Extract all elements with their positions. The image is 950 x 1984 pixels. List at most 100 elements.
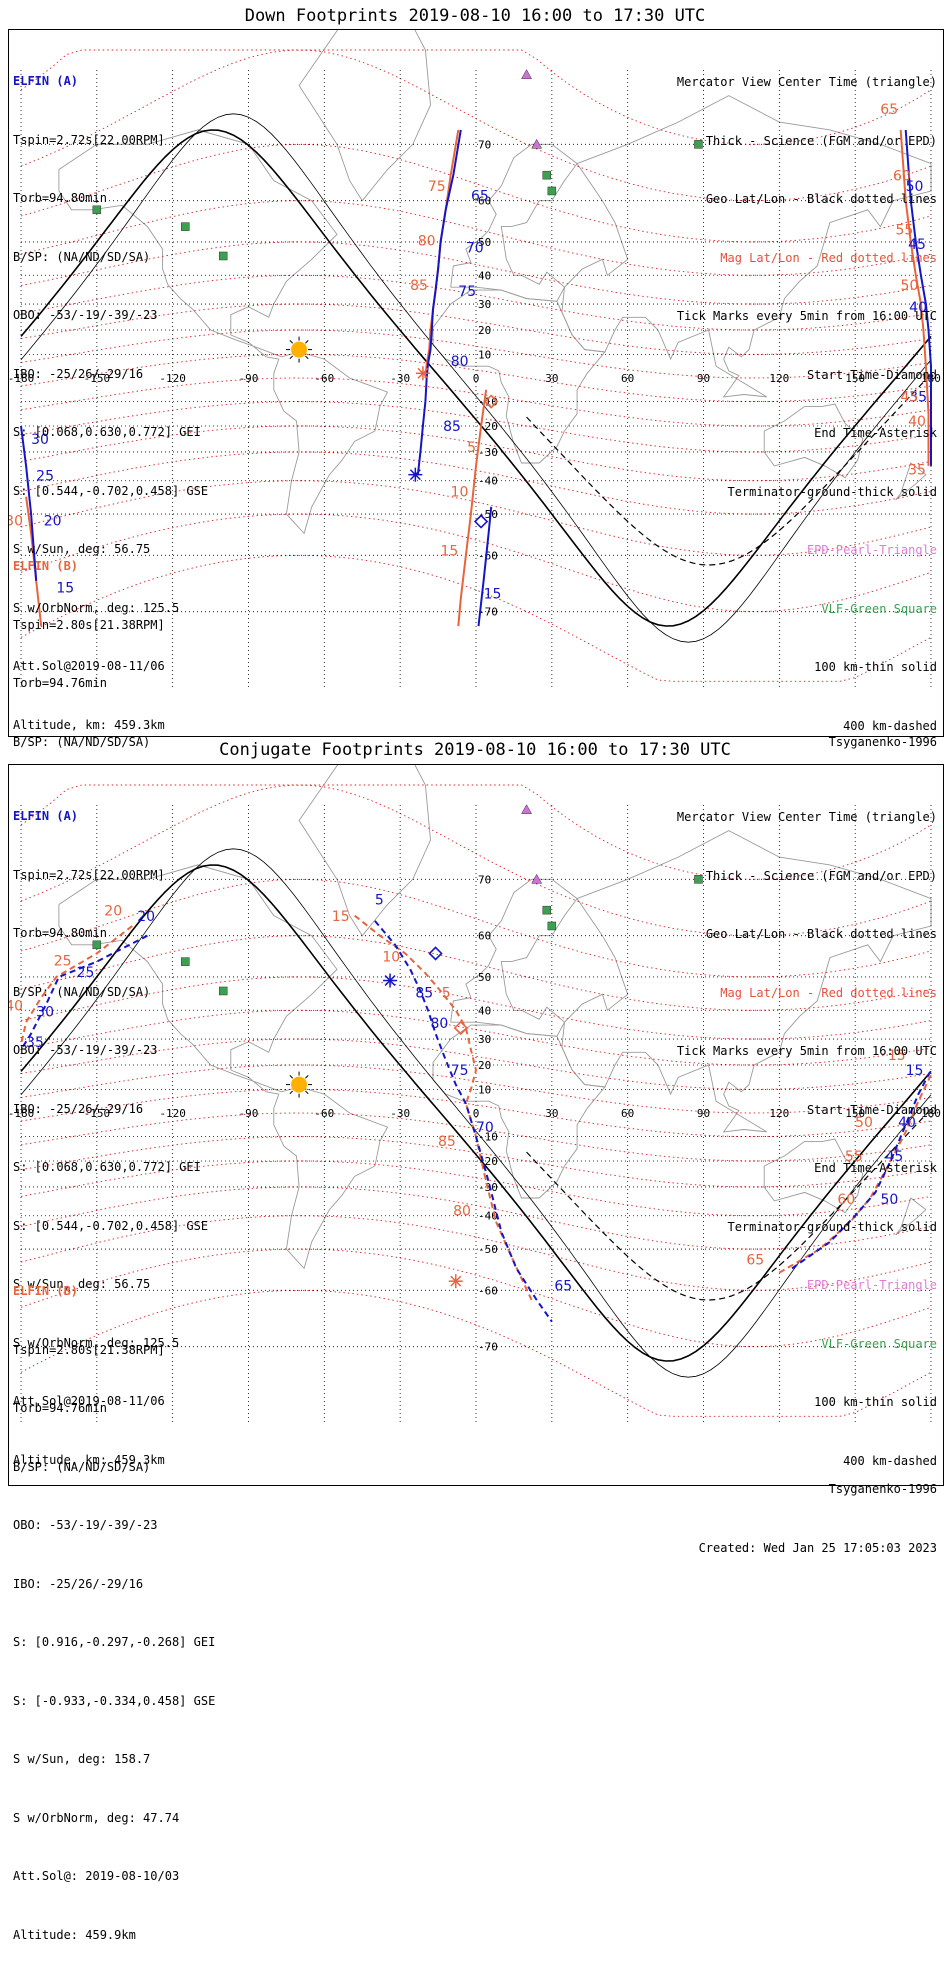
vlf-square-icon xyxy=(542,905,552,915)
vlf-square-icon xyxy=(542,170,552,180)
lat-tick-label: 10 xyxy=(478,1083,491,1096)
elfin-a-ibo: IBO: -25/26/-29/16 xyxy=(13,366,144,381)
elfin-b-tick-label: 80 xyxy=(418,234,436,250)
elfin-a-tick-label: 70 xyxy=(466,241,484,257)
elfin-b-tick-label: 10 xyxy=(382,950,400,966)
sun-ray xyxy=(289,1075,294,1079)
elfin-a-header: ELFIN (A) xyxy=(13,74,79,88)
lat-tick-label: 60 xyxy=(478,195,491,208)
footer: Tsyganenko-1996 Created: Wed Jan 25 17:0… xyxy=(699,1441,937,1597)
legend-line: Thick - Science (FGM and/or EPD) xyxy=(705,133,937,148)
elfin-a-s-orb: S w/OrbNorm, deg: 125.5 xyxy=(13,600,180,615)
vlf-square-icon xyxy=(218,251,228,261)
elfin-b-tick-label: 80 xyxy=(453,1204,471,1220)
elfin-b-track xyxy=(354,914,533,1301)
lon-tick-label: -180 xyxy=(9,372,34,385)
elfin-a-tick-label: 20 xyxy=(137,909,155,925)
coastline xyxy=(450,143,578,302)
legend-line: Tick Marks every 5min from 16:00 UTC xyxy=(676,1044,937,1058)
coastline xyxy=(298,765,431,937)
terminator-100km xyxy=(20,848,932,1378)
lon-tick-label: 90 xyxy=(697,372,710,385)
elfin-a-tick-label: 65 xyxy=(471,189,489,205)
model-label: Tsyganenko-1996 xyxy=(828,1482,937,1496)
legend-line: End Time-Asterisk xyxy=(814,1161,937,1175)
end-asterisk-b xyxy=(448,1274,463,1289)
elfin-a-tick-label: 15 xyxy=(56,580,74,596)
start-diamond-b xyxy=(484,394,499,409)
elfin-a-tick-label: 80 xyxy=(431,1016,449,1032)
coastline xyxy=(58,129,389,535)
map-panel-down: -180 -150 -120 -90 -60 -30 0 30 60 90 120 150 180 70 6… xyxy=(8,29,944,1217)
elfin-b-tick-label: 15 xyxy=(440,543,458,559)
elfin-a-tick-label: 50 xyxy=(880,1192,898,1208)
legend-line: 400 km-dashed xyxy=(843,718,937,733)
epd-triangle-icon xyxy=(521,804,532,814)
lon-tick-label: -30 xyxy=(390,372,410,385)
lon-tick-label: 120 xyxy=(769,372,789,385)
elfin-a-tick-label: 30 xyxy=(31,432,49,448)
asterisk-stroke xyxy=(384,975,396,987)
elfin-b-ibo: IBO: -25/26/-29/16 xyxy=(13,1576,144,1591)
elfin-b-tick-label: 50 xyxy=(901,278,919,294)
mag-lat-line xyxy=(20,935,932,1011)
sun-ray xyxy=(289,340,294,344)
epd-triangle-icon xyxy=(531,138,543,149)
map-canvas[interactable]: -180 -150 -120 -90 -60 -30 0 30 60 90 120 150 180706… xyxy=(9,30,943,736)
elfin-b-torb: Torb=94.76min xyxy=(13,1401,107,1415)
elfin-a-tick-label: 65 xyxy=(554,1278,572,1294)
elfin-a-tick-label: 45 xyxy=(908,237,926,253)
sun-ray xyxy=(305,1090,309,1095)
elfin-a-alt: Altitude, km: 459.3km xyxy=(13,717,165,732)
elfin-a-tick-label: 40 xyxy=(898,1115,916,1131)
elfin-a-att: Att.Sol@2019-08-11/06 xyxy=(13,659,165,673)
lat-tick-label: 40 xyxy=(478,269,491,282)
legend: Mercator View Center Time (triangle) Thi… xyxy=(677,34,937,775)
elfin-b-tick-label: 65 xyxy=(746,1252,764,1268)
coastline xyxy=(561,830,932,1133)
asterisk-stroke xyxy=(409,469,421,481)
vlf-square-icon xyxy=(694,140,703,149)
elfin-a-tspin: Tspin=2.72s[22.00RPM] xyxy=(13,132,165,147)
lat-tick-label: 30 xyxy=(478,298,491,311)
legend-line: Geo Lat/Lon - Black dotted lines xyxy=(705,192,937,206)
elfin-b-tick-label: 20 xyxy=(104,904,122,920)
elfin-a-tick-label: 20 xyxy=(44,513,62,529)
elfin-b-bsp: B/SP: (NA/ND/SD/SA) xyxy=(13,1459,151,1474)
elfin-a-tick-label: 5 xyxy=(375,892,384,908)
elfin-b-tick-label: 15 xyxy=(888,1048,906,1064)
lon-tick-label: -60 xyxy=(314,1107,334,1120)
elfin-b-s-orb: S w/OrbNorm, deg: 47.74 xyxy=(13,1810,180,1825)
coastline xyxy=(895,1197,927,1236)
legend-line: Terminator-ground-thick solid xyxy=(727,484,937,499)
elfin-a-track xyxy=(20,425,38,581)
lat-tick-label: 50 xyxy=(478,971,491,984)
lat-tick-label: -70 xyxy=(478,1341,498,1354)
lon-tick-label: 30 xyxy=(545,1107,558,1120)
lon-tick-label: 30 xyxy=(545,372,558,385)
sun-ray xyxy=(305,1075,309,1079)
lon-tick-label: -90 xyxy=(239,1107,259,1120)
legend-line: VLF-Green Square xyxy=(821,1336,937,1351)
elfin-a-track xyxy=(416,129,462,475)
lon-tick-label: -90 xyxy=(239,372,259,385)
elfin-b-tspin: Tspin=2.80s[21.38RPM] xyxy=(13,617,165,632)
elfin-a-tick-label: 75 xyxy=(451,1063,469,1079)
elfin-b-tick-label: 65 xyxy=(880,102,898,118)
legend-line: Geo Lat/Lon - Black dotted lines xyxy=(705,927,937,941)
map-canvas[interactable]: -180 -150 -120 -90 -60 -30 0 30 60 90 120 150 180706… xyxy=(9,765,943,1485)
start-diamond-a xyxy=(428,946,443,961)
terminator-ground xyxy=(20,864,932,1362)
elfin-a-s-gse: S: [0.544,-0.702,0.458] GSE xyxy=(13,483,209,498)
coastline xyxy=(58,864,389,1270)
legend-line: Thick - Science (FGM and/or EPD) xyxy=(705,868,937,883)
elfin-a-tick-label: 30 xyxy=(36,1004,54,1020)
legend-line: EPD-Pearl-Triangle xyxy=(806,1278,937,1292)
sun-ray xyxy=(289,355,294,360)
elfin-b-tick-label: 15 xyxy=(332,909,350,925)
elfin-a-tick-label: 35 xyxy=(26,1035,44,1051)
coastline xyxy=(432,289,606,464)
vlf-square-icon xyxy=(92,940,102,950)
sun-ray xyxy=(305,340,309,344)
elfin-a-att: Att.Sol@2019-08-11/06 xyxy=(13,1394,165,1408)
